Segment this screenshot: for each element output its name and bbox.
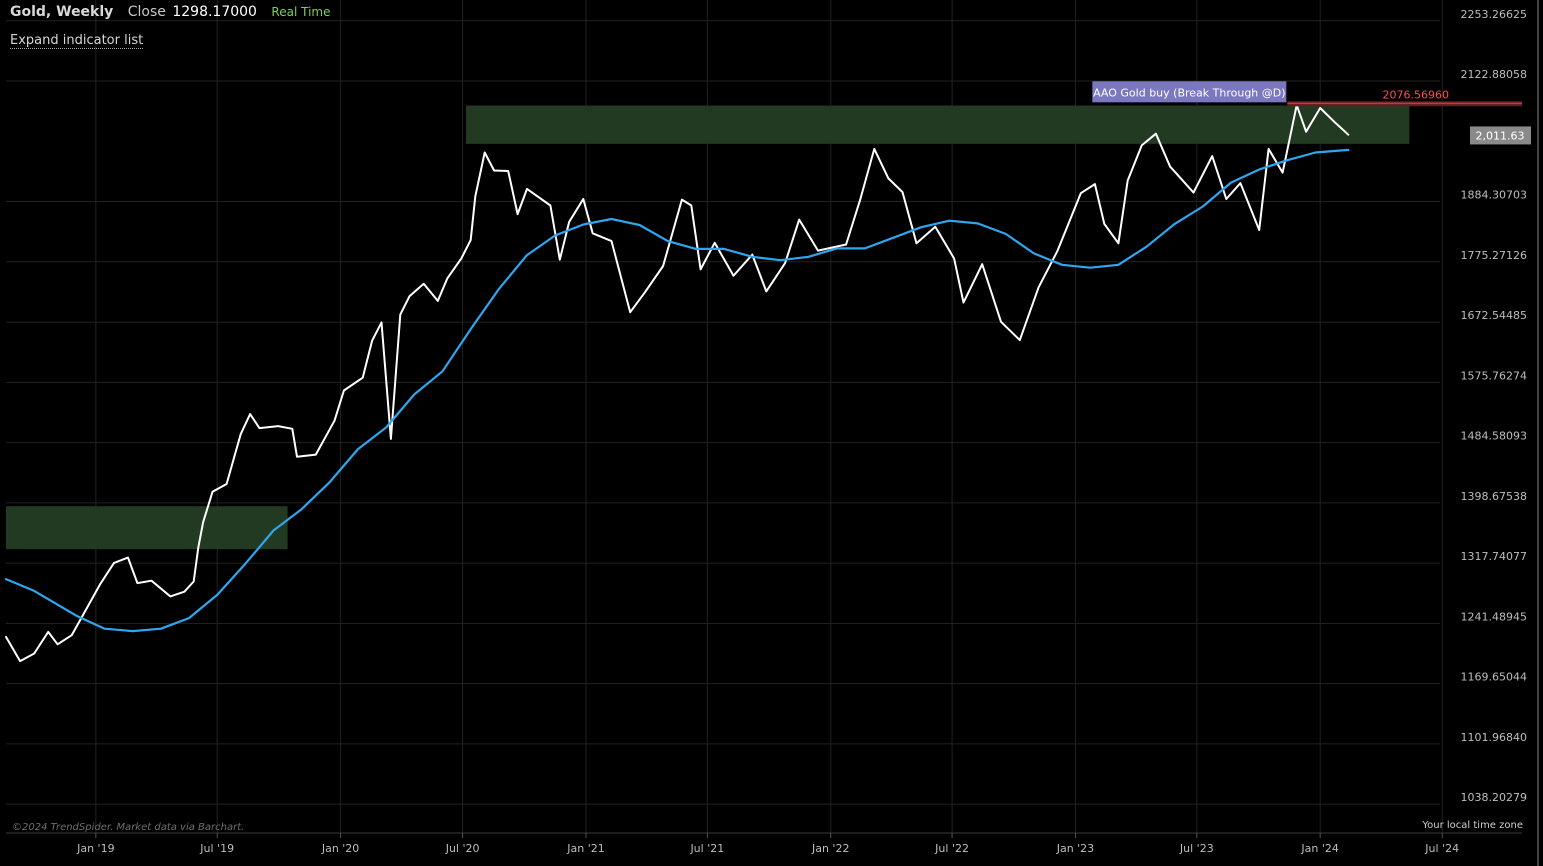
y-tick-label: 1038.20279 bbox=[1461, 791, 1527, 804]
x-tick-label: Jul '24 bbox=[1424, 842, 1459, 855]
x-tick-label: Jan '19 bbox=[76, 842, 114, 855]
y-tick-label: 1884.30703 bbox=[1461, 189, 1527, 202]
y-tick-label: 1101.96840 bbox=[1461, 731, 1527, 744]
price-line[interactable] bbox=[5, 104, 1350, 663]
resistance-zone[interactable] bbox=[465, 105, 1410, 144]
symbol-title: Gold, Weekly bbox=[10, 4, 114, 20]
alert-level-label: 2076.56960 bbox=[1383, 88, 1449, 101]
y-tick-label: 1484.58093 bbox=[1461, 430, 1527, 443]
x-tick-label: Jan '21 bbox=[566, 842, 604, 855]
moving-average-line[interactable] bbox=[4, 148, 1350, 633]
timezone-label[interactable]: Your local time zone bbox=[1422, 820, 1523, 831]
y-tick-label: 1672.54485 bbox=[1461, 309, 1527, 322]
alert-name-box[interactable] bbox=[1092, 81, 1287, 103]
y-tick-label: 2253.26625 bbox=[1461, 8, 1527, 21]
x-tick-label: Jul '20 bbox=[445, 842, 480, 855]
resistance-zone[interactable] bbox=[6, 506, 288, 550]
alert-overlay: 2076.56960 AAO Gold buy (Break Through @D… bbox=[1092, 81, 1531, 145]
y-tick-label: 2122.88058 bbox=[1461, 68, 1527, 81]
last-price-tag bbox=[1470, 126, 1531, 145]
y-tick-label: 1241.48945 bbox=[1461, 610, 1527, 623]
copyright-text: ©2024 TrendSpider. Market data via Barch… bbox=[12, 822, 245, 833]
last-price-label: 2,011.63 bbox=[1476, 129, 1525, 142]
chart-header: Gold, Weekly Close 1298.17000 Real Time bbox=[10, 4, 330, 20]
close-label: Close bbox=[127, 4, 166, 20]
x-tick-label: Jul '21 bbox=[689, 842, 724, 855]
x-tick-label: Jan '22 bbox=[811, 842, 849, 855]
x-axis: Jan '19 Jul '19 Jan '20 Jul '20 Jan '21 Jul '… bbox=[76, 833, 1459, 855]
y-tick-label: 1169.65044 bbox=[1461, 671, 1527, 684]
x-tick-label: Jul '19 bbox=[199, 842, 234, 855]
x-tick-label: Jan '24 bbox=[1300, 842, 1338, 855]
y-tick-label: 1398.67538 bbox=[1461, 490, 1527, 503]
y-tick-label: 1317.74077 bbox=[1461, 550, 1527, 563]
expand-indicator-list-link[interactable]: Expand indicator list bbox=[10, 33, 144, 49]
y-tick-label: 1575.76274 bbox=[1461, 369, 1527, 382]
resistance-zones bbox=[6, 105, 1410, 550]
right-border bbox=[1537, 0, 1539, 866]
x-tick-label: Jul '22 bbox=[934, 842, 969, 855]
series-lines bbox=[4, 104, 1350, 663]
x-tick-label: Jan '23 bbox=[1056, 842, 1094, 855]
x-tick-label: Jan '20 bbox=[321, 842, 359, 855]
y-axis: 2253.26625 2122.88058 1884.30703 1775.27126… bbox=[1461, 8, 1527, 804]
x-tick-label: Jul '23 bbox=[1179, 842, 1214, 855]
y-tick-label: 1775.27126 bbox=[1461, 249, 1527, 262]
close-value: 1298.17000 bbox=[172, 4, 257, 20]
realtime-badge: Real Time bbox=[271, 5, 331, 19]
alert-name-label: AAO Gold buy (Break Through @D) bbox=[1093, 86, 1285, 99]
